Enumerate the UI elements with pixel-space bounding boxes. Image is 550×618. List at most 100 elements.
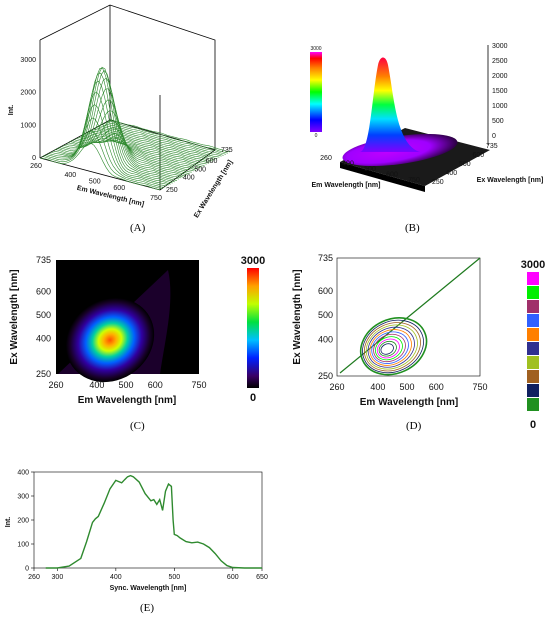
panel-d-x-tick: 500 [400, 382, 415, 392]
panel-e-plot-area [33, 471, 263, 569]
panel-a-trace [95, 127, 216, 161]
panel-b-z-tick: 500 [492, 118, 504, 125]
panel-b-xlabel: Em Wavelength [nm] [312, 182, 381, 189]
panel-c-colorbar-bottom-label: 0 [250, 392, 256, 404]
panel-d-contour [378, 340, 397, 357]
panel-label-a: (A) [130, 222, 146, 234]
panel-d-contour [369, 329, 412, 366]
panel-a-xlabel: Em Wavelength [nm] [76, 185, 145, 208]
panel-a-trace [42, 131, 163, 190]
panel-d-contour: 260 400 500 600 750 250 400 500 600 735 3000 0 Em… [292, 253, 545, 431]
panel-d-contour [359, 317, 428, 376]
panel-a-y-tick: 400 [183, 175, 195, 182]
panel-b-peak [360, 57, 420, 152]
panel-a-y-tick: 735 [221, 147, 233, 154]
panel-b-x-tick: 500 [364, 166, 376, 173]
panel-a-trace [90, 130, 211, 163]
panel-b-x-tick: 400 [342, 161, 354, 168]
panel-c-x-tick: 750 [191, 380, 206, 390]
panel-d-color-legend [527, 272, 539, 411]
panel-d-ylabel: Ex Wavelength [nm] [292, 269, 303, 364]
panel-a-x-tick: 260 [30, 163, 42, 170]
panel-c-x-tick: 400 [89, 380, 104, 390]
panel-a-trace [44, 117, 165, 188]
panel-e-y-tick: 100 [17, 542, 29, 549]
panel-a-x-tick: 600 [113, 185, 125, 192]
panel-label-e: (E) [140, 602, 155, 614]
panel-b-z-tick: 1000 [492, 103, 508, 110]
panel-d-legend-swatch [527, 300, 539, 313]
panel-d-contour [375, 336, 403, 361]
panel-d-y-tick: 735 [318, 253, 333, 263]
panel-b-y-tick: 250 [432, 179, 444, 186]
panel-d-x-tick: 600 [429, 382, 444, 392]
panel-d-contour [364, 322, 421, 372]
panel-e-y-tick: 200 [17, 518, 29, 525]
panel-d-legend-swatch [527, 314, 539, 327]
panel-a-trace [86, 132, 207, 165]
panel-c-heatmap: 260 400 500 600 750 250 400 500 600 735 3000 0 Em… [9, 255, 265, 406]
panel-b-y-tick: 400 [446, 170, 458, 177]
panel-a-trace [48, 91, 169, 186]
panel-a-y-tick: 250 [166, 187, 178, 194]
panel-a-z-tick: 0 [32, 155, 36, 162]
panel-d-contour [371, 331, 409, 364]
panel-d-contour [376, 338, 400, 359]
panel-d-x-tick: 400 [370, 382, 385, 392]
panel-c-x-tick: 500 [119, 380, 134, 390]
panel-b-colorbar-bottom-label: 0 [315, 133, 318, 139]
panel-a-trace [82, 134, 203, 168]
panel-a-trace [103, 123, 224, 156]
panel-a-trace [78, 137, 199, 170]
panel-b-3d-surface: 3000 0 050010001500200025003000260400500… [310, 43, 543, 192]
panel-label-d: (D) [406, 420, 422, 432]
panel-b-z-tick: 2500 [492, 58, 508, 65]
panel-c-colorbar-top-label: 3000 [241, 255, 265, 267]
panel-c-y-tick: 250 [36, 369, 51, 379]
panel-d-contour [362, 319, 424, 374]
panel-a-z-tick: 1000 [20, 122, 36, 129]
panel-d-legend-swatch [527, 398, 539, 411]
panel-e-x-tick: 300 [52, 574, 64, 581]
panel-b-z-tick: 1500 [492, 88, 508, 95]
panel-d-y-tick: 600 [318, 286, 333, 296]
panel-d-legend-swatch [527, 384, 539, 397]
panel-a-trace [97, 126, 218, 159]
panel-a-trace [99, 125, 220, 158]
panel-a-trace [107, 120, 228, 154]
panel-b-z-tick: 3000 [492, 43, 508, 50]
panel-b-y-tick: 735 [486, 143, 498, 150]
panel-e-x-tick: 600 [227, 574, 239, 581]
panel-d-legend-bottom-label: 0 [530, 419, 536, 431]
panel-e-y-tick: 400 [17, 470, 29, 477]
panel-a-trace [65, 99, 186, 177]
panel-e-ticks: 260 300 400 500 600 650 0 100 200 300 400 [17, 470, 268, 582]
panel-a-trace [101, 124, 222, 157]
panel-e-ylabel: Int. [5, 517, 12, 528]
panel-a-trace [80, 135, 201, 169]
panel-a-y-tick: 600 [206, 158, 218, 165]
panel-a-trace [76, 137, 197, 171]
panel-b-z-tick: 2000 [492, 73, 508, 80]
panel-a-zlabel: Int. [8, 105, 15, 116]
panel-e-y-tick: 0 [25, 566, 29, 573]
panel-d-contour [365, 324, 418, 370]
panel-d-x-tick: 750 [472, 382, 487, 392]
panel-d-diagonal [339, 257, 481, 374]
panel-e-line-chart: 260 300 400 500 600 650 0 100 200 300 400 Sync. Wa… [5, 470, 268, 593]
panel-e-x-tick: 400 [110, 574, 122, 581]
panel-b-x-tick: 600 [386, 172, 398, 179]
panel-e-xlabel: Sync. Wavelength [nm] [110, 585, 187, 592]
panel-c-ylabel: Ex Wavelength [nm] [9, 269, 20, 364]
panel-e-x-tick: 500 [168, 574, 180, 581]
panel-b-y-tick: 600 [473, 152, 485, 159]
panel-e-y-tick: 300 [17, 494, 29, 501]
panel-b-colorbar-top-label: 3000 [310, 46, 321, 52]
panel-c-ticks: 260 400 500 600 750 250 400 500 600 735 [36, 255, 207, 390]
panel-b-x-tick: 750 [408, 177, 420, 184]
panel-a-trace [46, 104, 167, 187]
panel-a-x-tick: 500 [89, 179, 101, 186]
panel-b-y-tick: 500 [459, 161, 471, 168]
panel-c-x-tick: 260 [48, 380, 63, 390]
panel-a-trace [71, 127, 192, 173]
